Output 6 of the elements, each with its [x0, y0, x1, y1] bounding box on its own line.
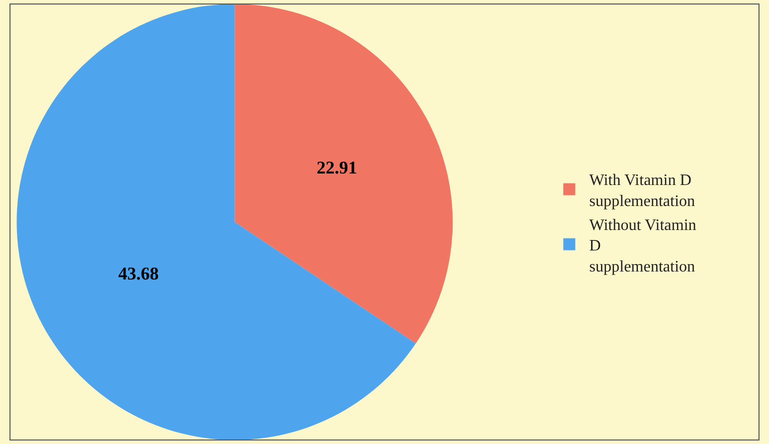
- data-label: 22.91: [316, 158, 358, 178]
- pie-slice: [16, 4, 416, 440]
- legend-label: With Vitamin D supplementation: [589, 172, 696, 210]
- data-label: 43.68: [118, 263, 159, 284]
- legend-label: Without Vitamin D supplementation: [589, 216, 696, 276]
- pie-slice: [234, 4, 452, 344]
